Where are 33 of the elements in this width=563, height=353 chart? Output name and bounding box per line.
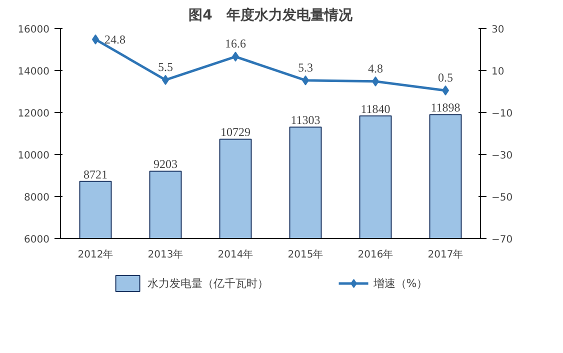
x-tick-label: 2013年 <box>148 248 184 260</box>
legend-label: 水力发电量（亿千瓦时） <box>147 276 268 290</box>
y-tick-label: 16000 <box>18 24 50 36</box>
y2-tick-label: 30 <box>492 24 504 36</box>
y-tick-label: 8000 <box>24 192 50 204</box>
data-label: 11840 <box>360 102 390 116</box>
y-tick-label: 10000 <box>18 150 50 162</box>
data-label: 8721 <box>84 167 108 182</box>
data-label: 5.3 <box>298 60 313 74</box>
y2-tick-label: −30 <box>492 150 513 162</box>
y2-tick-label: −50 <box>492 192 513 204</box>
data-label: 0.5 <box>438 70 453 84</box>
x-tick-label: 2017年 <box>428 248 464 260</box>
data-label: 4.8 <box>368 61 383 76</box>
data-label: 10729 <box>220 125 250 140</box>
y-tick-label: 14000 <box>18 66 50 78</box>
x-tick-label: 2016年 <box>358 248 394 260</box>
legend-label: 增速（%） <box>373 276 428 290</box>
data-label: 9203 <box>154 157 178 172</box>
x-tick-label: 2015年 <box>288 248 324 260</box>
y2-tick-label: −70 <box>492 234 513 246</box>
x-tick-label: 2014年 <box>218 248 254 260</box>
data-label: 11898 <box>430 100 460 115</box>
y2-tick-label: −10 <box>492 108 513 120</box>
y-tick-label: 12000 <box>18 108 50 120</box>
y-tick-label: 6000 <box>24 234 50 246</box>
data-label: 24.8 <box>104 32 126 46</box>
y2-tick-label: 10 <box>492 66 504 78</box>
data-label: 16.6 <box>225 36 246 51</box>
chart-title: 图4 年度水力发电量情况 <box>188 6 354 24</box>
data-label: 5.5 <box>158 60 173 74</box>
data-label: 11303 <box>290 113 320 128</box>
x-tick-label: 2012年 <box>78 248 114 260</box>
